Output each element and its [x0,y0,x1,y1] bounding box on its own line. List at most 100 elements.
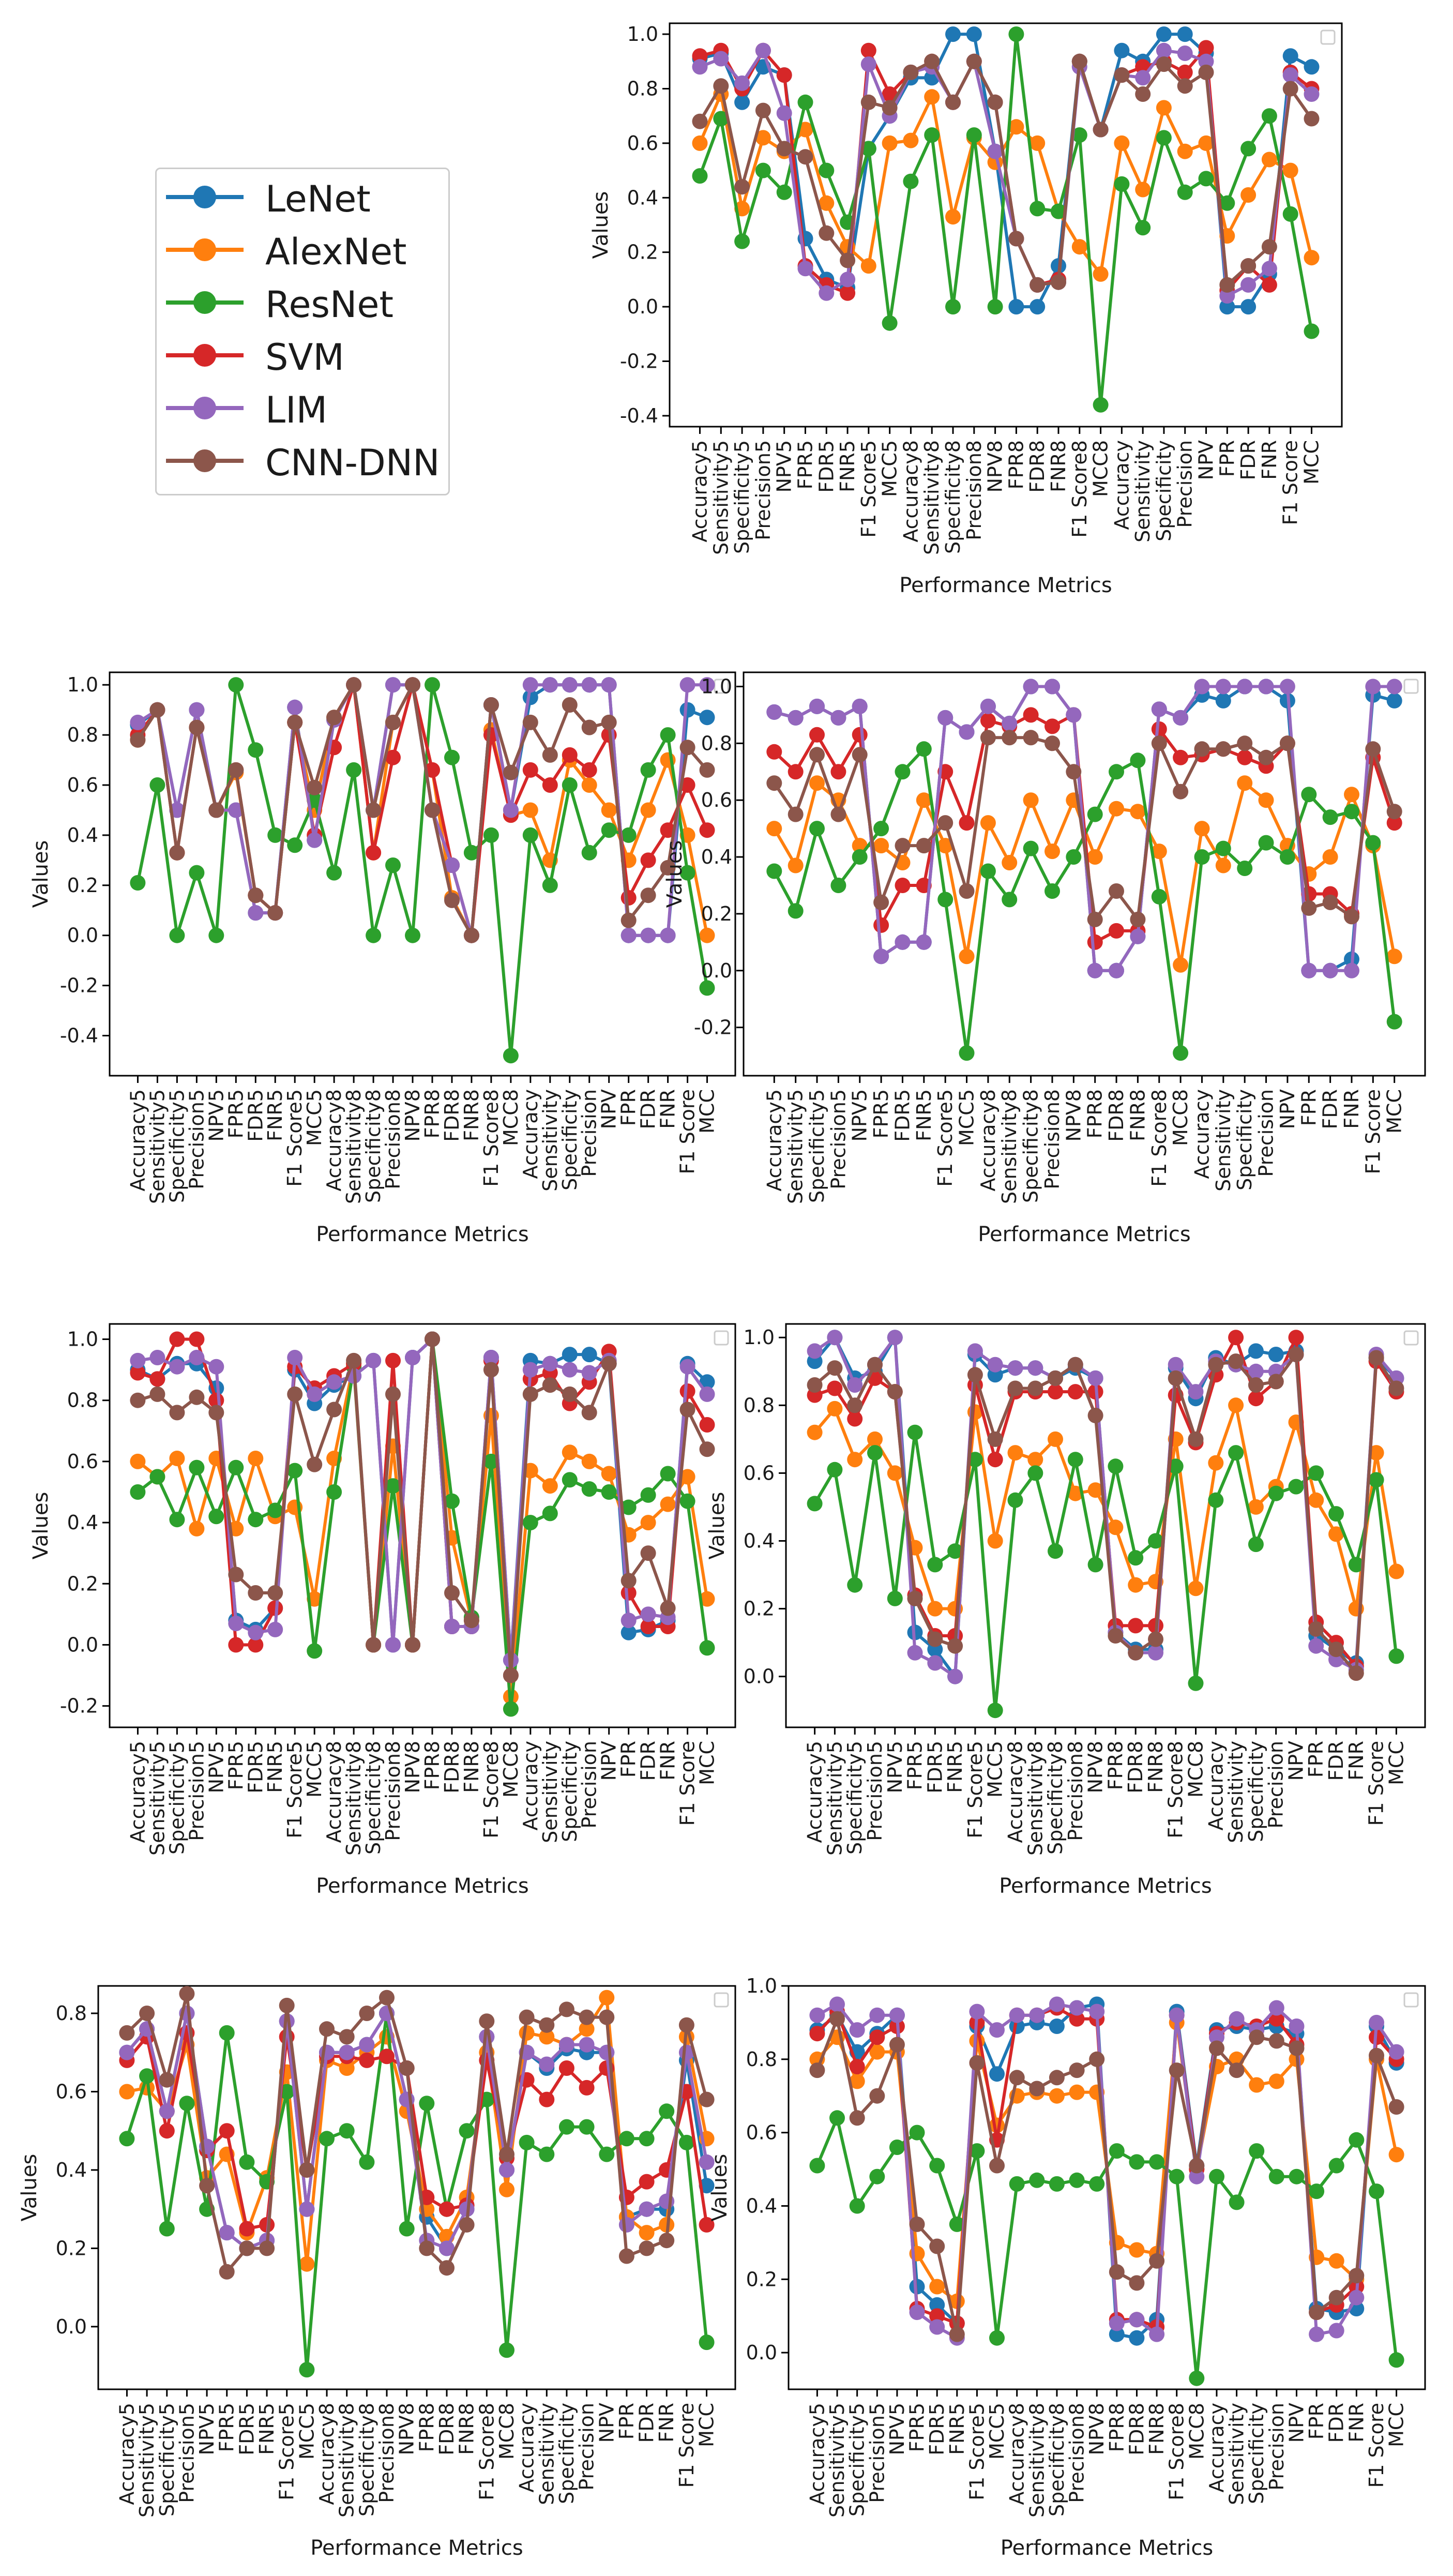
data-point [444,1619,460,1634]
data-point [766,863,782,879]
data-point [989,2066,1005,2082]
data-point [1282,67,1298,83]
data-point [503,1048,519,1064]
data-point [852,849,868,865]
data-point [1114,135,1130,151]
data-point [734,233,750,249]
data-point [228,1459,244,1475]
data-point [425,677,440,693]
data-point [1304,250,1320,266]
x-tick-label: Sensitivity [1131,440,1154,543]
data-point [640,1606,656,1622]
data-point [807,1496,823,1512]
data-point [699,1441,715,1457]
data-point [299,2362,315,2378]
data-point [852,747,868,763]
data-point [119,2084,135,2100]
data-point [139,2068,155,2084]
data-point [130,714,146,730]
data-point [1248,1391,1264,1407]
data-point [1156,26,1172,42]
data-point [228,1566,244,1583]
x-tick-label: NPV [595,2403,618,2443]
y-axis-title: Values [705,1492,729,1560]
x-tick-label: NPV [598,1741,620,1781]
data-point [1268,2073,1284,2089]
data-point [1128,1645,1144,1661]
data-point [852,698,868,714]
data-point [620,1624,637,1640]
data-point [924,53,940,69]
data-point [1002,892,1018,908]
data-point [1279,849,1295,865]
data-point [539,2029,555,2045]
data-point [887,1330,903,1346]
legend-label: SVM [265,336,344,379]
data-point [830,710,846,726]
x-tick-label: FNR [655,2403,678,2443]
data-point [1388,2352,1404,2368]
data-point [339,2123,355,2139]
data-point [299,2201,315,2217]
data-point [1156,130,1172,146]
data-point [678,2017,694,2033]
data-point [809,2026,825,2042]
data-point [1027,1465,1043,1481]
empty-legend-box [1403,679,1419,694]
y-tick-label: 0.0 [67,924,98,947]
data-point [1209,2040,1224,2056]
y-tick-label: -0.2 [694,1016,732,1039]
data-point [208,1359,224,1375]
data-point [542,877,558,893]
y-tick-label: 0.4 [56,2159,87,2181]
x-tick-label: MCC5 [295,2403,318,2460]
data-point [558,2037,574,2053]
data-point [267,1502,283,1518]
data-point [640,1619,656,1634]
data-point [980,815,996,831]
data-point [639,2174,655,2190]
data-point [840,285,856,301]
data-point [692,168,708,184]
data-point [713,51,729,67]
data-point [1209,2168,1224,2185]
data-point [1109,801,1124,817]
y-tick-label: -0.2 [60,1695,98,1718]
data-point [959,948,975,965]
data-point [499,2181,514,2197]
data-point [405,1637,420,1653]
data-point [239,2221,255,2237]
x-tick-label: F1 Score8 [480,1089,503,1187]
data-point [980,698,996,714]
legend-label: LeNet [265,178,371,220]
y-tick-label: 1.0 [627,23,658,46]
data-point [1002,730,1018,746]
data-point [119,2131,135,2147]
data-point [405,677,420,693]
data-point [149,1469,165,1485]
data-point [1240,187,1257,203]
data-point [542,1355,558,1372]
data-point [1309,2326,1325,2342]
x-tick-label: FDR [1325,1741,1348,1781]
data-point [1268,2011,1284,2027]
data-point [539,2146,555,2162]
data-point [1071,239,1087,255]
data-point [346,677,362,693]
x-tick-label: F1 Score5 [276,2403,298,2500]
data-point [1228,1330,1244,1346]
x-tick-label: F1 Score [676,1089,699,1174]
data-point [439,2240,455,2256]
data-point [581,1481,597,1497]
data-point [1048,1543,1063,1559]
legend-line-marker-icon [166,186,244,208]
data-point [1215,692,1231,709]
data-point [267,827,283,843]
data-point [1151,888,1167,905]
legend-line-marker-icon [166,397,244,419]
data-point [1268,1347,1284,1362]
data-point [1198,64,1214,80]
x-tick-label: NPV [1285,2403,1308,2443]
x-tick-label: NPV8 [401,1741,424,1794]
data-point [679,677,695,693]
